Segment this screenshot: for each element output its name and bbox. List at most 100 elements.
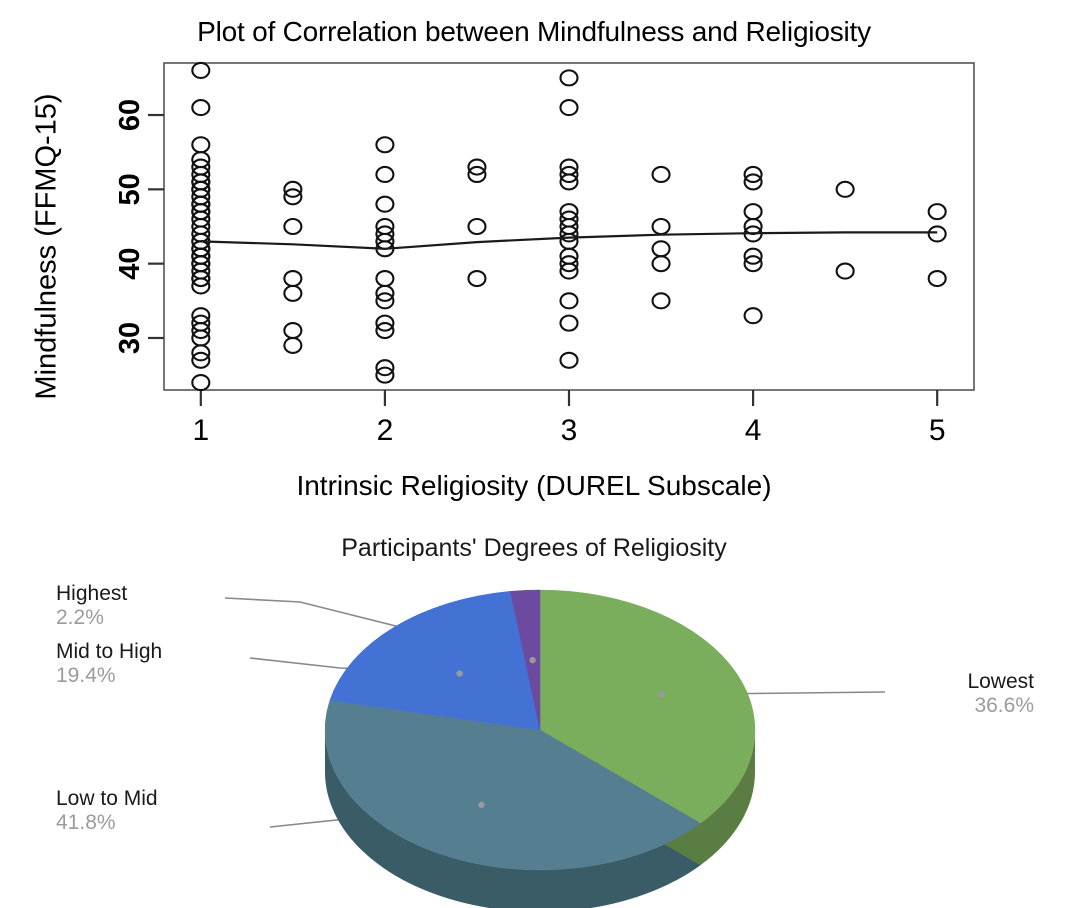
scatter-point: [191, 99, 211, 117]
scatter-y-tick-label: 30: [114, 322, 146, 354]
scatter-point: [375, 165, 395, 184]
scatter-point: [743, 203, 763, 221]
scatter-point: [743, 255, 763, 273]
scatter-point: [375, 366, 395, 384]
pie-label-low-to-mid-percent: 41.8%: [56, 811, 116, 835]
scatter-point: [467, 158, 487, 176]
scatter-point: [559, 255, 579, 273]
scatter-x-tick-label: 5: [929, 414, 946, 447]
scatter-point: [835, 180, 855, 198]
scatter-point: [191, 277, 211, 295]
scatter-point: [283, 188, 303, 206]
scatter-x-tick-label: 2: [377, 414, 394, 447]
scatter-point: [651, 292, 671, 310]
scatter-point: [283, 336, 303, 354]
scatter-point: [375, 195, 395, 213]
scatter-point: [651, 165, 671, 184]
pie-slice-highest[interactable]: [510, 589, 541, 731]
scatter-point: [743, 165, 763, 184]
scatter-y-tick-label: 60: [114, 99, 146, 131]
scatter-point: [467, 165, 487, 184]
scatter-point: [559, 165, 579, 184]
scatter-point: [559, 314, 579, 332]
pie-label-low-to-mid-category: Low to Mid: [56, 787, 158, 810]
pie-anchor-dot-lowest: [658, 691, 665, 698]
scatter-point: [559, 173, 579, 191]
scatter-point: [375, 359, 395, 377]
trend-line-layer: [200, 231, 938, 250]
pie-label-mid-to-high-percent: 19.4%: [56, 664, 116, 688]
scatter-points-layer: [191, 61, 947, 392]
scatter-x-tick-label: 4: [745, 414, 762, 447]
pie-title: Participants' Degrees of Religiosity: [341, 534, 727, 562]
scatter-point: [651, 255, 671, 273]
pie-anchor-dot-mid-to-high: [456, 670, 463, 677]
scatter-point: [467, 217, 487, 236]
pie-anchor-dots: [456, 656, 665, 809]
pie-slice-side: [700, 730, 755, 866]
scatter-x-tick-label: 1: [192, 414, 209, 447]
scatter-x-axis-label: Intrinsic Religiosity (DUREL Subscale): [296, 470, 772, 501]
pie-label-highest-percent: 2.2%: [56, 606, 104, 630]
scatter-y-tick-label: 40: [114, 248, 146, 280]
scatter-point: [191, 374, 211, 392]
scatter-point: [283, 269, 303, 288]
pie-slice-side: [325, 730, 701, 908]
scatter-point: [743, 247, 763, 265]
scatter-trend-line: [200, 231, 938, 250]
scatter-point: [559, 351, 579, 369]
scatter-point: [375, 136, 395, 154]
pie-label-mid-to-high-category: Mid to High: [56, 640, 163, 663]
scatter-point: [835, 262, 855, 280]
scatter-point: [191, 269, 211, 288]
pie-anchor-dot-low-to-mid: [478, 801, 485, 809]
scatter-point: [375, 314, 395, 332]
scatter-point: [375, 284, 395, 302]
scatter-title: Plot of Correlation between Mindfulness …: [197, 16, 871, 47]
scatter-point: [283, 284, 303, 302]
scatter-point: [191, 344, 211, 362]
pie-3d-tops: [324, 589, 756, 871]
scatter-point: [743, 173, 763, 191]
pie-slice-lowest[interactable]: [539, 589, 756, 824]
scatter-point: [191, 136, 211, 154]
scatter-point: [283, 180, 303, 198]
pie-label-lowest-percent: 36.6%: [974, 694, 1034, 718]
scatter-point: [283, 321, 303, 340]
pie-label-mid-to-high: Mid to High 19.4%: [56, 640, 162, 689]
scatter-point: [743, 307, 763, 325]
pie-anchor-dot-highest: [529, 656, 536, 664]
pie-label-lowest-category: Lowest: [967, 670, 1034, 693]
scatter-point: [283, 217, 303, 236]
scatter-figure: Plot of Correlation between Mindfulness …: [31, 16, 975, 501]
scatter-point: [467, 269, 487, 288]
scatter-point: [191, 321, 211, 340]
scatter-point: [927, 269, 947, 288]
scatter-point: [559, 69, 579, 87]
scatter-y-tick-label: 50: [114, 173, 146, 205]
pie-slice-mid-to-high[interactable]: [329, 591, 541, 731]
scatter-point: [191, 61, 211, 79]
scatter-point: [375, 269, 395, 288]
scatter-point: [375, 321, 395, 340]
scatter-plot-canvas: 1 2 3 4 5 30 40 50 60: [114, 61, 975, 447]
pie-label-lowest: Lowest 36.6%: [967, 670, 1034, 719]
pie-figure: Participants' Degrees of Religiosity Hig…: [0, 520, 1068, 908]
pie-label-highest-category: Highest: [56, 582, 128, 605]
scatter-x-tick-label: 3: [561, 414, 578, 447]
axis-layer: 1 2 3 4 5 30 40 50 60: [114, 99, 946, 447]
scatter-point: [927, 225, 947, 243]
scatter-point: [651, 217, 671, 236]
scatter-point: [559, 225, 579, 243]
scatter-point: [375, 292, 395, 310]
scatter-point: [191, 351, 211, 369]
scatter-point: [651, 240, 671, 258]
scatter-point: [559, 99, 579, 117]
scatter-point: [559, 292, 579, 310]
scatter-point: [927, 203, 947, 221]
pie-label-low-to-mid: Low to Mid 41.8%: [56, 787, 158, 836]
pie-slice-low-to-mid[interactable]: [324, 700, 701, 871]
pie-chart-canvas: [224, 589, 886, 908]
scatter-point: [559, 262, 579, 280]
pie-label-highest: Highest 2.2%: [56, 582, 127, 631]
